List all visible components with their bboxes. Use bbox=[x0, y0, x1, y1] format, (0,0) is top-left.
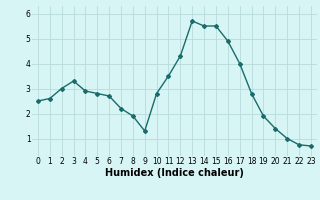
X-axis label: Humidex (Indice chaleur): Humidex (Indice chaleur) bbox=[105, 168, 244, 178]
